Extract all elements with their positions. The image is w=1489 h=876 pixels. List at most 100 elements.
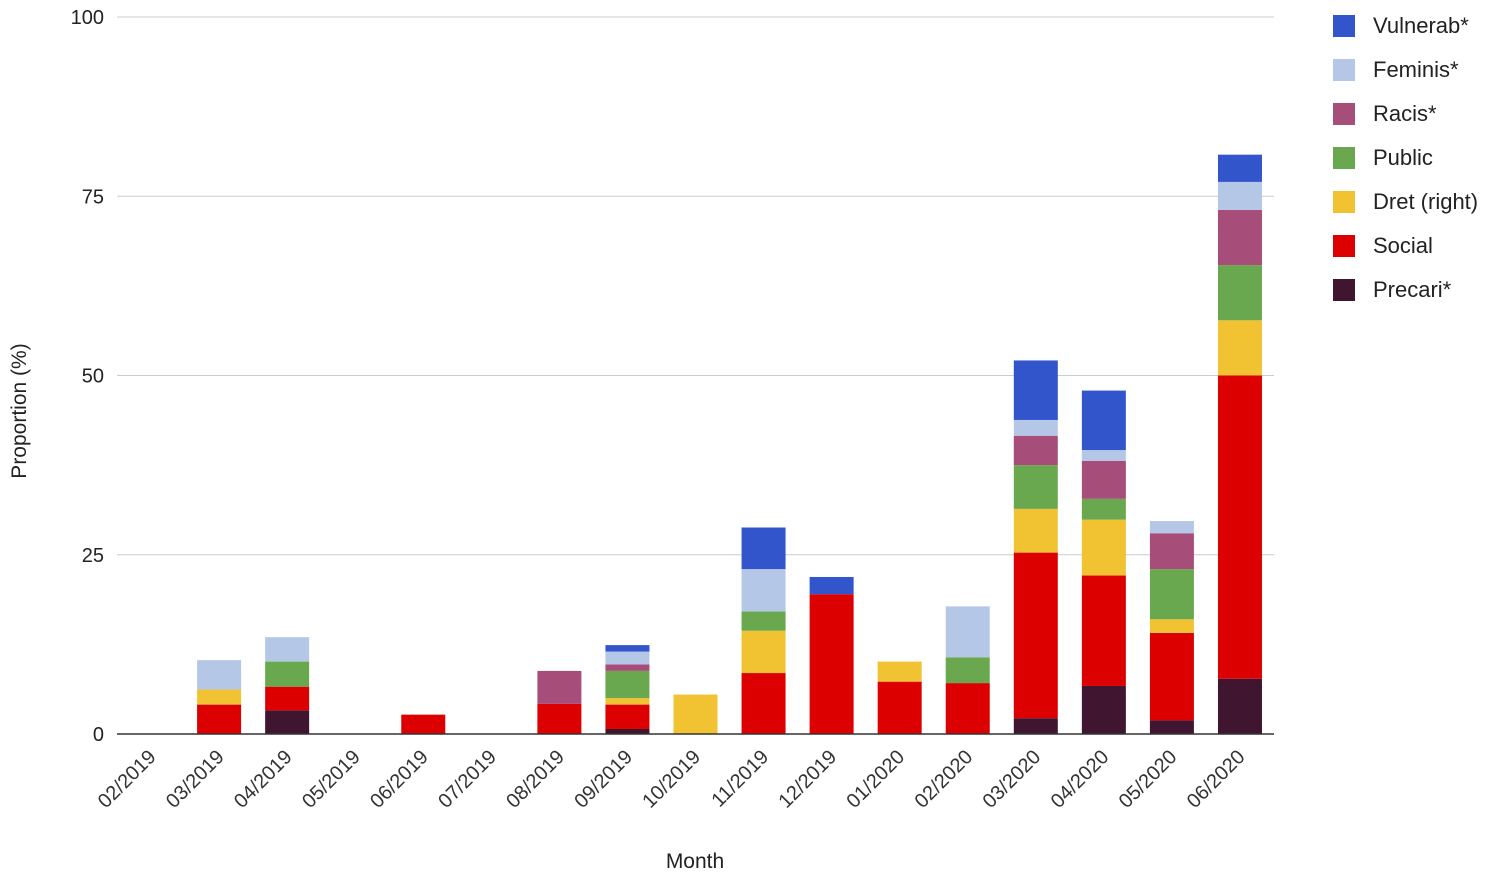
y-tick-label: 25 (82, 545, 104, 567)
legend-swatch (1333, 59, 1355, 81)
y-axis-title: Proportion (%) (8, 343, 31, 478)
bar-segment (809, 594, 854, 734)
bar-segment (1081, 575, 1126, 686)
bar-segment (1081, 390, 1126, 451)
legend-label: Social (1373, 233, 1433, 258)
bar-segment (265, 710, 310, 734)
legend-label: Precari* (1373, 277, 1452, 302)
legend-label: Racis* (1373, 101, 1437, 126)
x-tick-label: 06/2019 (366, 746, 433, 813)
bar-segment (1013, 360, 1058, 420)
legend-label: Public (1373, 145, 1433, 170)
bar-segment (1081, 685, 1126, 734)
bar-segment (741, 630, 786, 674)
x-tick-label: 09/2019 (570, 746, 637, 813)
bar-segment (741, 527, 786, 570)
bar-segment (741, 569, 786, 612)
bar-segment (1013, 508, 1058, 553)
bar-segment (1013, 435, 1058, 466)
x-tick-label: 03/2019 (162, 746, 229, 813)
legend-swatch (1333, 147, 1355, 169)
bar-segment (1149, 619, 1194, 633)
bar-segment (945, 606, 990, 658)
bar-segment (537, 703, 582, 734)
x-axis-ticks: 02/2019 03/2019 04/2019 05/2019 06/2019 07/20… (94, 746, 1250, 813)
bar-segment (1217, 154, 1262, 182)
legend-swatch (1333, 235, 1355, 257)
bar-segment (1149, 632, 1194, 721)
legend-item: Racis* (1333, 92, 1478, 136)
bar-segment (605, 704, 650, 729)
bar-segment (673, 694, 718, 734)
x-tick-label: 11/2019 (707, 746, 773, 812)
y-tick-label: 50 (82, 366, 104, 388)
x-tick-label: 04/2019 (230, 746, 297, 813)
legend-swatch (1333, 279, 1355, 301)
bar-segment (197, 660, 242, 690)
bar-segment (605, 698, 650, 705)
legend-item: Public (1333, 136, 1478, 180)
bar-segment (1217, 678, 1262, 734)
x-tick-label: 07/2019 (434, 746, 501, 813)
x-axis-title: Month (666, 850, 724, 873)
bars (197, 154, 1262, 734)
chart-legend: Vulnerab* Feminis* Racis* Public Dret (right… (1333, 4, 1478, 312)
bar-segment (945, 683, 990, 734)
y-tick-label: 75 (82, 186, 104, 208)
bar-segment (1217, 375, 1262, 679)
x-tick-label: 12/2019 (774, 746, 841, 813)
bar-segment (1013, 552, 1058, 719)
legend-item: Feminis* (1333, 48, 1478, 92)
bar-segment (809, 576, 854, 595)
bar-segment (1149, 720, 1194, 734)
bar-segment (1013, 465, 1058, 509)
legend-label: Dret (right) (1373, 189, 1479, 214)
bar-segment (265, 661, 310, 687)
bar-segment (1217, 181, 1262, 210)
bar-segment (197, 704, 242, 734)
bar-segment (537, 670, 582, 704)
bar-segment (401, 714, 446, 734)
bar-segment (945, 657, 990, 684)
legend-swatch (1333, 191, 1355, 213)
legend-label: Feminis* (1373, 57, 1459, 82)
legend-swatch (1333, 15, 1355, 37)
bar-segment (605, 651, 650, 665)
bar-segment (1217, 320, 1262, 376)
x-tick-label: 05/2020 (1115, 746, 1182, 813)
x-tick-label: 04/2020 (1047, 746, 1114, 813)
bar-segment (197, 689, 242, 705)
legend-swatch (1333, 103, 1355, 125)
y-tick-label: 0 (93, 724, 104, 746)
legend-item: Vulnerab* (1333, 4, 1478, 48)
bar-segment (877, 681, 922, 734)
bar-segment (1013, 718, 1058, 734)
bar-segment (741, 673, 786, 734)
x-tick-label: 10/2019 (638, 746, 705, 813)
bar-segment (1149, 521, 1194, 534)
legend-item: Social (1333, 224, 1478, 268)
x-tick-label: 06/2020 (1183, 746, 1250, 813)
bar-segment (605, 664, 650, 671)
y-tick-label: 100 (71, 7, 104, 29)
bar-segment (265, 637, 310, 662)
x-tick-label: 02/2020 (911, 746, 978, 813)
bar-segment (1081, 460, 1126, 499)
bar-segment (741, 611, 786, 631)
x-tick-label: 02/2019 (94, 746, 161, 813)
x-tick-label: 01/2020 (843, 746, 910, 813)
bar-segment (605, 728, 650, 734)
bar-segment (265, 686, 310, 711)
bar-segment (1217, 265, 1262, 321)
bar-segment (877, 661, 922, 682)
legend-item: Precari* (1333, 268, 1478, 312)
x-tick-label: 03/2020 (979, 746, 1046, 813)
x-tick-label: 08/2019 (502, 746, 569, 813)
bar-segment (1217, 209, 1262, 266)
y-axis-ticks: 0 25 50 75 100 (71, 7, 104, 746)
legend-item: Dret (right) (1333, 180, 1478, 224)
bar-segment (1081, 498, 1126, 520)
bar-segment (1081, 519, 1126, 576)
bar-segment (605, 670, 650, 699)
